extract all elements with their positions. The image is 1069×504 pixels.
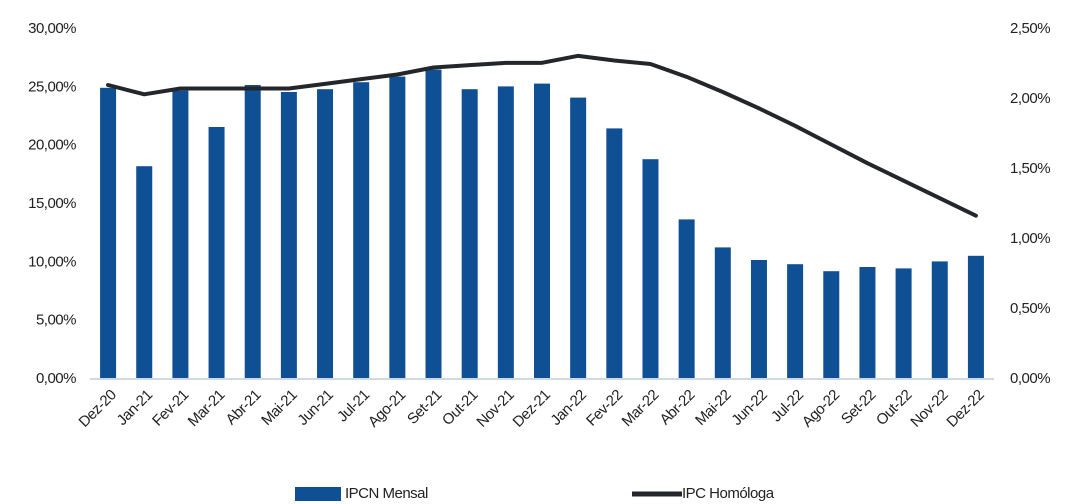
x-tick-label: Dez-21	[510, 387, 554, 431]
y-tick-label: 25,00%	[28, 78, 76, 95]
x-tick-label: Mai-22	[692, 387, 734, 429]
bar	[859, 267, 876, 379]
bar	[136, 166, 153, 379]
y-tick-label: 15,00%	[28, 195, 76, 212]
x-tick-label: Jan-22	[547, 387, 589, 429]
bar	[787, 264, 804, 379]
bar	[714, 247, 731, 379]
bar	[678, 219, 695, 379]
bar	[317, 89, 334, 379]
bar	[750, 260, 767, 379]
x-tick-label: Mar-22	[619, 387, 663, 431]
y2-tick-label: 1,50%	[1010, 160, 1050, 177]
x-tick-label: Nov-22	[907, 387, 951, 431]
line	[106, 53, 978, 218]
bar	[172, 90, 189, 379]
bar	[280, 92, 297, 379]
bar	[389, 76, 406, 379]
x-tick-label: Abr-22	[657, 387, 699, 429]
bar	[534, 83, 550, 379]
x-tick-label: Mai-21	[258, 387, 300, 429]
x-tick-label: Out-21	[439, 387, 481, 429]
x-tick-label: Abr-21	[223, 387, 265, 429]
bar	[895, 268, 912, 379]
bar	[497, 86, 514, 380]
bar	[967, 255, 984, 379]
x-tick-label: Ago-21	[365, 387, 409, 431]
y-tick-label: 30,00%	[28, 20, 76, 37]
bar	[244, 85, 261, 379]
y-tick-label: 5,00%	[36, 312, 76, 329]
x-tick-label: Fev-22	[583, 387, 626, 430]
bar	[570, 97, 587, 379]
bar	[208, 127, 225, 379]
bar	[606, 128, 623, 379]
bar	[100, 87, 117, 380]
x-tick-label: Set-22	[838, 387, 879, 428]
bar	[425, 69, 442, 379]
bar	[353, 82, 370, 379]
legend-swatch	[295, 487, 341, 501]
bar	[642, 159, 659, 379]
y2-tick-label: 1,00%	[1010, 230, 1050, 247]
x-tick-label: Mar-21	[185, 387, 229, 431]
bar	[461, 89, 478, 379]
y-tick-label: 0,00%	[36, 370, 76, 387]
x-tick-label: Set-21	[404, 387, 445, 428]
x-tick-label: Nov-21	[473, 387, 517, 431]
y2-tick-label: 0,00%	[1010, 370, 1050, 387]
y-tick-label: 20,00%	[28, 137, 76, 154]
x-tick-label: Dez-22	[943, 387, 987, 431]
x-tick-label: Ago-22	[799, 387, 843, 431]
x-tick-label: Jun-22	[728, 387, 770, 429]
x-tick-label: Jan-21	[114, 387, 156, 429]
x-tick-label: Out-22	[873, 387, 915, 429]
x-tick-label: Dez-20	[76, 387, 120, 431]
bar	[823, 271, 840, 379]
legend-label: IPC Homóloga	[682, 485, 775, 502]
x-tick-label: Fev-21	[149, 387, 192, 430]
x-tick-label: Jun-21	[294, 387, 336, 429]
legend-label: IPCN Mensal	[345, 485, 428, 502]
y2-tick-label: 2,50%	[1010, 20, 1050, 37]
bar	[931, 261, 948, 379]
y-tick-label: 10,00%	[28, 253, 76, 270]
y2-tick-label: 0,50%	[1010, 300, 1050, 317]
y2-tick-label: 2,00%	[1010, 90, 1050, 107]
